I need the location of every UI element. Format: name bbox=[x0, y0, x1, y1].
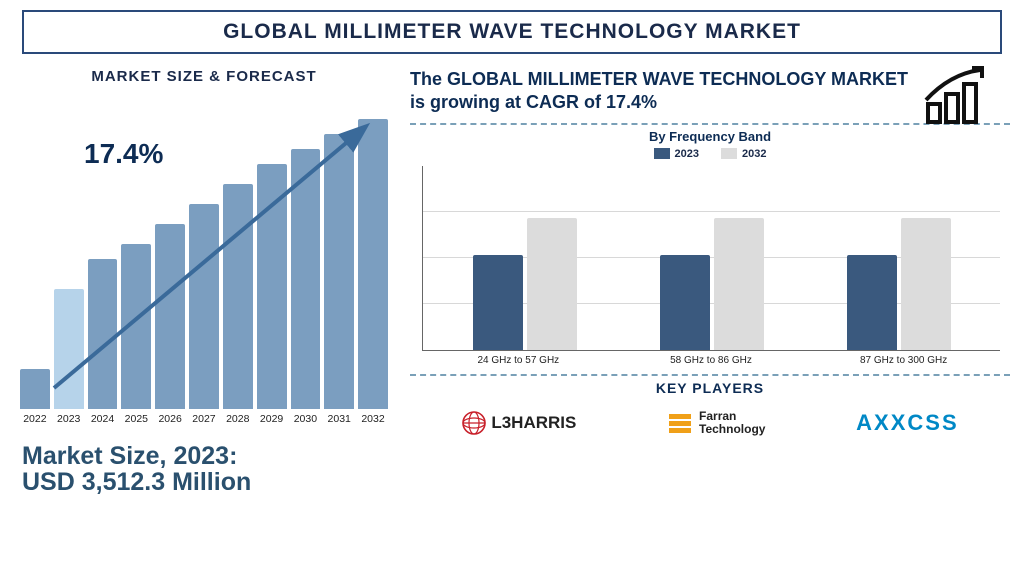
bar-year-label: 2028 bbox=[226, 413, 249, 425]
key-players-title: KEY PLAYERS bbox=[410, 380, 1010, 396]
market-size-block: Market Size, 2023: USD 3,512.3 Million bbox=[14, 443, 394, 496]
farran-text: Farran Technology bbox=[699, 410, 765, 435]
farran-line2: Technology bbox=[699, 423, 765, 436]
grid-line bbox=[423, 211, 1000, 212]
bar-group bbox=[847, 218, 951, 350]
market-size-year: Market Size, 2023: bbox=[22, 443, 394, 469]
bar-year-label: 2024 bbox=[91, 413, 114, 425]
bar-column: 2026 bbox=[155, 224, 185, 425]
forecast-bar bbox=[223, 184, 253, 409]
market-size-heading: MARKET SIZE & FORECAST bbox=[14, 68, 394, 85]
bar-column: 2029 bbox=[257, 164, 287, 425]
left-panel: MARKET SIZE & FORECAST 17.4% 20222023202… bbox=[14, 68, 394, 558]
legend-swatch-2032 bbox=[721, 148, 737, 159]
growth-chart-icon bbox=[920, 64, 1002, 126]
forecast-bar bbox=[358, 119, 388, 409]
growth-rate-label: 17.4% bbox=[84, 138, 163, 170]
market-size-value: USD 3,512.3 Million bbox=[22, 469, 394, 495]
forecast-bar bbox=[324, 134, 354, 409]
headline-suffix: is growing at CAGR of 17.4% bbox=[410, 92, 657, 112]
bar-year-label: 2025 bbox=[125, 413, 148, 425]
bar-year-label: 2022 bbox=[23, 413, 46, 425]
forecast-bar bbox=[189, 204, 219, 409]
title-box: GLOBAL MILLIMETER WAVE TECHNOLOGY MARKET bbox=[22, 10, 1002, 54]
bar-group bbox=[473, 218, 577, 350]
legend-item-2032: 2032 bbox=[721, 148, 766, 160]
logo-farran: Farran Technology bbox=[667, 410, 765, 436]
bar-column: 2024 bbox=[88, 259, 118, 425]
bar-column: 2023 bbox=[54, 289, 84, 425]
l3harris-name: L3HARRIS bbox=[491, 413, 576, 433]
category-label: 87 GHz to 300 GHz bbox=[829, 355, 979, 366]
separator-bottom bbox=[410, 374, 1010, 376]
bar-year-label: 2026 bbox=[158, 413, 181, 425]
bar-column: 2032 bbox=[358, 119, 388, 425]
freq-bar-2023 bbox=[847, 255, 897, 350]
bar-column: 2028 bbox=[223, 184, 253, 425]
freq-bar-2032 bbox=[527, 218, 577, 350]
bar-group bbox=[660, 218, 764, 350]
right-panel: The GLOBAL MILLIMETER WAVE TECHNOLOGY MA… bbox=[404, 68, 1010, 558]
forecast-bar bbox=[121, 244, 151, 409]
frequency-chart-title: By Frequency Band bbox=[410, 129, 1010, 144]
headline-prefix: The bbox=[410, 69, 447, 89]
bar-column: 2030 bbox=[291, 149, 321, 425]
page-title: GLOBAL MILLIMETER WAVE TECHNOLOGY MARKET bbox=[64, 20, 960, 44]
legend-swatch-2023 bbox=[654, 148, 670, 159]
frequency-category-labels: 24 GHz to 57 GHz 58 GHz to 86 GHz 87 GHz t… bbox=[422, 355, 1000, 366]
forecast-bar bbox=[257, 164, 287, 409]
bar-year-label: 2029 bbox=[260, 413, 283, 425]
main-content: MARKET SIZE & FORECAST 17.4% 20222023202… bbox=[14, 68, 1010, 558]
l3harris-globe-icon bbox=[461, 410, 487, 436]
logo-axxcss: AXXCSS bbox=[856, 410, 958, 436]
market-forecast-bar-chart: 2022 2023 2024 2025 2026 2027 2028 2029 2030 2031… bbox=[14, 115, 394, 425]
bar-column: 2031 bbox=[324, 134, 354, 425]
frequency-legend: 2023 2032 bbox=[410, 148, 1010, 160]
legend-item-2023: 2023 bbox=[654, 148, 699, 160]
bar-column: 2027 bbox=[189, 204, 219, 425]
forecast-bar bbox=[155, 224, 185, 409]
legend-label-2023: 2023 bbox=[675, 148, 699, 160]
bar-column: 2025 bbox=[121, 244, 151, 425]
legend-label-2032: 2032 bbox=[742, 148, 766, 160]
freq-bar-2032 bbox=[714, 218, 764, 350]
frequency-grouped-bar-chart bbox=[422, 166, 1000, 351]
bar-column: 2022 bbox=[20, 369, 50, 425]
freq-bar-2023 bbox=[473, 255, 523, 350]
bar-year-label: 2023 bbox=[57, 413, 80, 425]
bar-year-label: 2027 bbox=[192, 413, 215, 425]
logo-l3harris: L3HARRIS bbox=[461, 410, 576, 436]
bar-year-label: 2031 bbox=[328, 413, 351, 425]
forecast-bar bbox=[20, 369, 50, 409]
farran-icon bbox=[667, 410, 693, 436]
category-label: 58 GHz to 86 GHz bbox=[636, 355, 786, 366]
farran-line1: Farran bbox=[699, 410, 765, 423]
forecast-bar bbox=[291, 149, 321, 409]
headline-bold: GLOBAL MILLIMETER WAVE TECHNOLOGY MARKET bbox=[447, 69, 908, 89]
bar-year-label: 2032 bbox=[361, 413, 384, 425]
bar-year-label: 2030 bbox=[294, 413, 317, 425]
forecast-bar bbox=[88, 259, 118, 409]
forecast-bar bbox=[54, 289, 84, 409]
freq-bar-2032 bbox=[901, 218, 951, 350]
freq-bar-2023 bbox=[660, 255, 710, 350]
key-players-logos: L3HARRIS Farran Technology AXXCSS bbox=[410, 410, 1010, 436]
category-label: 24 GHz to 57 GHz bbox=[443, 355, 593, 366]
